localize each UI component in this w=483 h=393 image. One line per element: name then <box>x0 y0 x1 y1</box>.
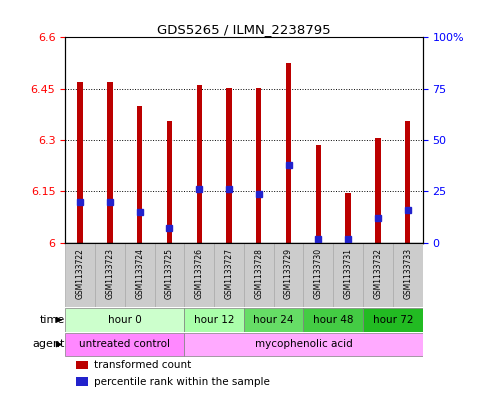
Bar <box>167 121 172 243</box>
Text: agent: agent <box>33 340 65 349</box>
Bar <box>303 308 363 332</box>
Text: mycophenolic acid: mycophenolic acid <box>255 340 353 349</box>
Text: percentile rank within the sample: percentile rank within the sample <box>94 376 270 387</box>
Text: GSM1133731: GSM1133731 <box>344 248 353 299</box>
Text: GSM1133724: GSM1133724 <box>135 248 144 299</box>
Bar <box>256 88 261 243</box>
Bar <box>65 243 95 307</box>
Text: GSM1133722: GSM1133722 <box>76 248 85 299</box>
Bar <box>185 243 214 307</box>
Bar <box>185 308 244 332</box>
Bar <box>316 145 321 243</box>
Bar <box>197 84 202 243</box>
Bar <box>227 88 232 243</box>
Text: hour 24: hour 24 <box>254 315 294 325</box>
Text: GSM1133729: GSM1133729 <box>284 248 293 299</box>
Text: GSM1133726: GSM1133726 <box>195 248 204 299</box>
Text: untreated control: untreated control <box>79 340 170 349</box>
Bar <box>185 332 423 356</box>
Bar <box>333 243 363 307</box>
Text: GSM1133723: GSM1133723 <box>105 248 114 299</box>
Bar <box>107 82 113 243</box>
Bar <box>76 361 88 369</box>
Text: hour 0: hour 0 <box>108 315 142 325</box>
Text: hour 48: hour 48 <box>313 315 354 325</box>
Bar <box>405 121 411 243</box>
Text: GSM1133732: GSM1133732 <box>373 248 383 299</box>
Text: hour 72: hour 72 <box>372 315 413 325</box>
Bar <box>76 377 88 386</box>
Text: GSM1133725: GSM1133725 <box>165 248 174 299</box>
Text: GSM1133733: GSM1133733 <box>403 248 412 299</box>
Bar <box>363 308 423 332</box>
Bar <box>393 243 423 307</box>
Text: GSM1133728: GSM1133728 <box>255 248 263 299</box>
Title: GDS5265 / ILMN_2238795: GDS5265 / ILMN_2238795 <box>157 23 331 36</box>
Bar <box>363 243 393 307</box>
Text: GSM1133730: GSM1133730 <box>314 248 323 299</box>
Bar <box>95 243 125 307</box>
Text: GSM1133727: GSM1133727 <box>225 248 233 299</box>
Bar <box>137 106 142 243</box>
Text: hour 12: hour 12 <box>194 315 234 325</box>
Bar <box>286 63 291 243</box>
Bar <box>125 243 155 307</box>
Bar <box>65 308 185 332</box>
Text: time: time <box>40 315 65 325</box>
Bar <box>345 193 351 243</box>
Bar <box>77 82 83 243</box>
Bar <box>274 243 303 307</box>
Bar <box>214 243 244 307</box>
Text: transformed count: transformed count <box>94 360 191 370</box>
Bar <box>65 332 185 356</box>
Bar <box>155 243 185 307</box>
Bar <box>244 308 303 332</box>
Bar <box>375 138 381 243</box>
Bar <box>244 243 274 307</box>
Bar <box>303 243 333 307</box>
